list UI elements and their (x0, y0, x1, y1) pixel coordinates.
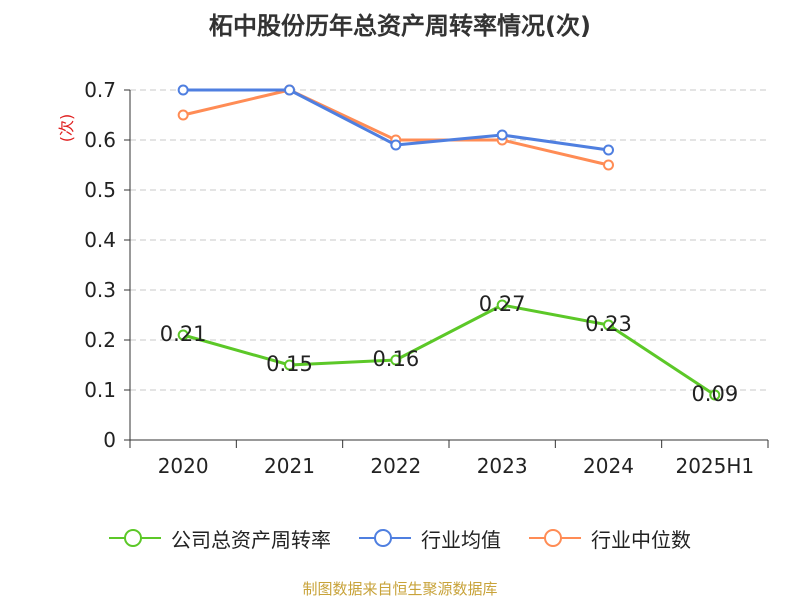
data-label: 0.16 (372, 347, 419, 371)
series-line-2 (182, 88, 609, 167)
source-note: 制图数据来自恒生聚源数据库 (302, 580, 498, 598)
y-tick-label: 0.5 (84, 178, 116, 202)
x-tick-label: 2023 (477, 454, 528, 478)
y-tick-label: 0.3 (84, 278, 116, 302)
series-point-0 (390, 354, 402, 366)
legend-label-industry-mean: 行业均值 (421, 527, 501, 552)
x-tick-label: 2021 (264, 454, 315, 478)
y-tick-label: 0.1 (84, 378, 116, 402)
chart-title: 柘中股份历年总资产周转率情况(次) (209, 12, 591, 40)
series-point-1 (603, 144, 614, 156)
series-point-1 (496, 129, 508, 141)
y-tick-label: 0.4 (84, 228, 116, 252)
data-labels: 0.21 0.15 0.16 0.27 0.23 0.09 (160, 292, 738, 406)
x-tick-label: 2025H1 (675, 454, 754, 478)
series-point-2 (603, 159, 614, 171)
series (177, 84, 721, 401)
data-label: 0.27 (479, 292, 526, 316)
series-point-0 (284, 359, 295, 371)
series-point-0 (496, 299, 508, 311)
series-line-0 (182, 303, 716, 397)
legend-item-industry-mean[interactable]: 行业均值 (359, 524, 501, 553)
grid-lines (130, 89, 768, 391)
legend-label-company: 公司总资产周转率 (171, 527, 331, 552)
series-point-1 (177, 84, 189, 96)
legend-item-industry-median[interactable]: 行业中位数 (529, 524, 691, 553)
legend-symbol-industry-mean (359, 527, 411, 549)
y-tick-label: 0 (103, 428, 116, 452)
line-chart: 0 0.1 0.2 0.3 0.4 0.5 0.6 0.7 2020 2021 2022 2023 20… (57, 78, 769, 478)
series-point-0 (177, 329, 189, 341)
series-point-2 (177, 109, 189, 121)
legend-symbol-company (109, 527, 161, 549)
data-label: 0.21 (160, 322, 207, 346)
y-tick-label: 0.6 (84, 128, 116, 152)
series-point-0 (709, 389, 721, 401)
y-axis-label: (次) (57, 114, 76, 143)
series-point-1 (284, 84, 295, 96)
series-point-0 (603, 319, 614, 331)
data-label: 0.23 (585, 312, 632, 336)
legend-symbol-industry-median (529, 527, 581, 549)
data-label: 0.15 (266, 352, 313, 376)
axes: 0 0.1 0.2 0.3 0.4 0.5 0.6 0.7 2020 2021 2022 2023 20… (84, 78, 769, 478)
x-tick-label: 2020 (158, 454, 209, 478)
legend: 公司总资产周转率 行业均值 行业中位数 (0, 520, 800, 556)
y-tick-label: 0.2 (84, 328, 116, 352)
x-tick-label: 2022 (370, 454, 421, 478)
legend-label-industry-median: 行业中位数 (591, 527, 691, 552)
legend-item-company[interactable]: 公司总资产周转率 (109, 524, 331, 553)
x-tick-label: 2024 (583, 454, 634, 478)
y-tick-label: 0.7 (84, 78, 116, 102)
series-point-1 (390, 139, 402, 151)
data-label: 0.09 (691, 382, 738, 406)
